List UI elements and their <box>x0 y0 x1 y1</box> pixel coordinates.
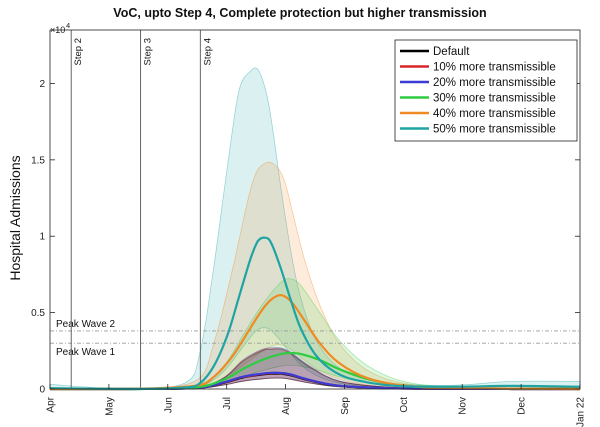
y-exponent: ×10 4 <box>50 21 70 35</box>
y-exponent-power: 4 <box>66 21 70 30</box>
y-tick-label-4: 2 <box>39 79 45 90</box>
series-line-6 <box>49 236 581 391</box>
x-tick-label-2: Jun <box>163 397 174 413</box>
y-exponent-base: ×10 <box>50 25 65 35</box>
x-tick-label-6: Oct <box>399 397 410 413</box>
step-label-3: Step 4 <box>202 38 213 65</box>
step-label-1: Step 2 <box>73 38 84 65</box>
legend-box <box>394 39 578 142</box>
ref-label-2: Peak Wave 1 <box>56 347 116 358</box>
y-tick-label-2: 1 <box>39 232 45 243</box>
x-tick-label-8: Dec <box>517 397 528 415</box>
legend-label-3: 20% more transmissible <box>433 77 556 89</box>
legend-label-4: 30% more transmissible <box>433 93 556 105</box>
step-label-2: Step 3 <box>143 38 154 65</box>
step-lines: Step 2 Step 3 Step 4 <box>70 30 213 389</box>
y-tick-label-1: 0.5 <box>31 308 45 319</box>
x-tick-label-9: Jan 22 <box>576 397 587 427</box>
legend-label-6: 50% more transmissible <box>433 124 556 136</box>
x-tick-label-5: Sep <box>340 397 351 415</box>
axes: 0 0.5 1 1.5 2 Apr May Jun Jul Aug Sep Oct Nov Dec Jan … <box>31 29 587 427</box>
legend-label-2: 10% more transmissible <box>433 62 556 74</box>
x-tick-label-4: Aug <box>281 397 292 415</box>
x-tick-label-3: Jul <box>222 397 233 410</box>
x-tick-label-0: Apr <box>46 396 57 412</box>
chart-title: VoC, upto Step 4, Complete protection bu… <box>113 6 486 20</box>
plot-frame <box>49 29 581 390</box>
y-tick-label-3: 1.5 <box>31 155 45 166</box>
legend-label-5: 40% more transmissible <box>433 108 556 120</box>
legend: Default 10% more transmissible 20% more tr… <box>394 39 578 142</box>
ref-label-1: Peak Wave 2 <box>56 319 116 330</box>
y-axis-label: Hospital Admissions <box>7 155 23 280</box>
reference-lines: Peak Wave 2 Peak Wave 1 <box>50 319 580 358</box>
band-6 <box>49 67 581 390</box>
y-tick-label-0: 0 <box>39 385 45 396</box>
series-line-5 <box>50 293 581 391</box>
x-tick-label-7: Nov <box>458 397 469 415</box>
series-lines <box>49 236 581 391</box>
legend-label-1: Default <box>433 46 470 58</box>
x-tick-label-1: May <box>104 397 115 416</box>
